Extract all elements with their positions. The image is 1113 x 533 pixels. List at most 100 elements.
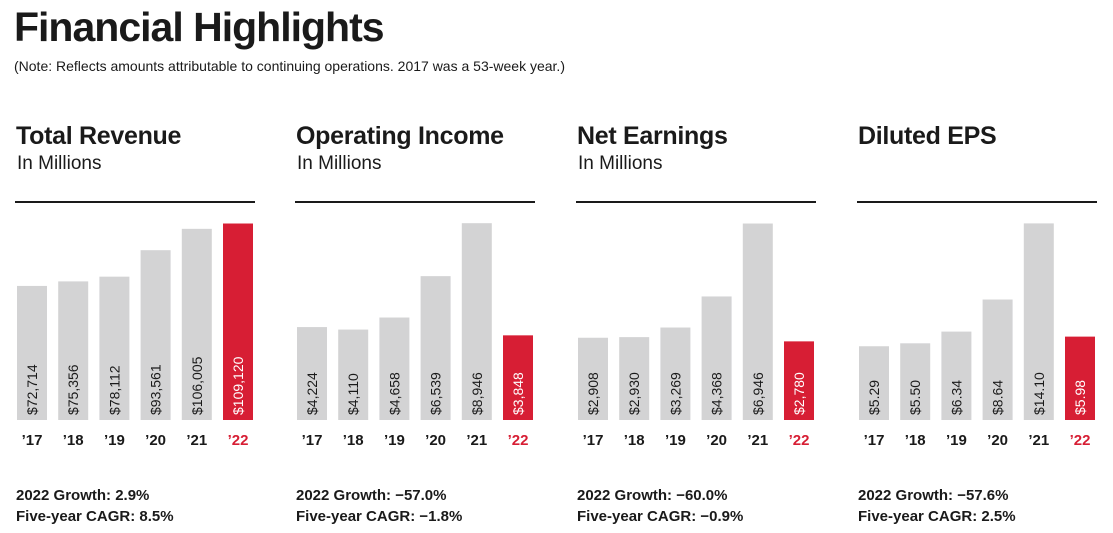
- x-tick-label: ’18: [63, 432, 84, 449]
- x-tick-label: ’21: [466, 432, 487, 449]
- chart-subtitle: In Millions: [17, 153, 102, 174]
- x-tick-label: ’17: [583, 432, 604, 449]
- x-tick-label: ’20: [706, 432, 727, 449]
- x-tick-label: ’21: [747, 432, 768, 449]
- x-tick-label: ’21: [1028, 432, 1049, 449]
- bar-value-label: $106,005: [189, 356, 205, 415]
- bar-3: [982, 299, 1013, 420]
- bar-value-label: $8,946: [469, 372, 485, 415]
- bar-value-label: $4,658: [386, 372, 402, 415]
- page-note: (Note: Reflects amounts attributable to …: [14, 58, 565, 74]
- bar-value-label: $6,946: [750, 372, 766, 415]
- chart-title: Diluted EPS: [858, 122, 997, 150]
- bar-1: [619, 337, 650, 420]
- chart-footer: 2022 Growth: 2.9% Five-year CAGR: 8.5%: [16, 485, 174, 527]
- page-title: Financial Highlights: [14, 4, 385, 50]
- bar-value-label: $78,112: [106, 365, 122, 415]
- bar-5: [1065, 336, 1095, 420]
- x-tick-label: ’17: [302, 432, 323, 449]
- bar-2: [379, 317, 410, 420]
- bar-0: [859, 346, 889, 420]
- chart-net-earnings: $2,908 ’17 $2,930 ’18 $3,269 ’19 $4,368 ’20 $6,9…: [578, 223, 814, 449]
- bar-value-label: $75,356: [65, 364, 81, 415]
- bar-3: [140, 250, 171, 420]
- x-tick-label: ’20: [145, 432, 166, 449]
- chart-diluted-eps: $5.29 ’17 $5.50 ’18 $6.34 ’19 $8.64 ’20 $14.10 ’2…: [859, 223, 1095, 449]
- x-tick-label: ’18: [905, 432, 926, 449]
- bar-value-label: $3,848: [510, 372, 526, 415]
- cagr-text: Five-year CAGR: 2.5%: [858, 508, 1016, 525]
- chart-title: Net Earnings: [577, 122, 728, 150]
- x-tick-label: ’19: [104, 432, 125, 449]
- x-tick-label: ’17: [864, 432, 885, 449]
- x-tick-label: ’22: [228, 432, 249, 449]
- bar-4: [461, 223, 492, 420]
- chart-title: Total Revenue: [16, 122, 182, 150]
- bar-2: [99, 276, 130, 420]
- bar-3: [701, 296, 732, 420]
- bar-5: [223, 223, 253, 420]
- chart-footer: 2022 Growth: −57.0% Five-year CAGR: −1.8…: [296, 485, 462, 527]
- growth-text: 2022 Growth: −57.6%: [858, 487, 1009, 504]
- chart-footer: 2022 Growth: −57.6% Five-year CAGR: 2.5%: [858, 485, 1016, 527]
- bar-5: [784, 341, 814, 420]
- x-tick-label: ’19: [384, 432, 405, 449]
- growth-text: 2022 Growth: −60.0%: [577, 487, 728, 504]
- bar-2: [660, 327, 691, 420]
- bar-value-label: $6.34: [948, 380, 964, 415]
- bar-value-label: $4,368: [709, 372, 725, 415]
- bar-value-label: $14.10: [1031, 372, 1047, 415]
- bar-value-label: $4,110: [345, 373, 361, 415]
- bar-value-label: $6,539: [428, 372, 444, 415]
- panel-total-revenue: Total Revenue In Millions $72,714 ’17 $75,…: [14, 122, 256, 527]
- bar-3: [420, 276, 451, 420]
- bar-value-label: $5.50: [907, 380, 923, 415]
- x-tick-label: ’22: [1070, 432, 1091, 449]
- bar-value-label: $2,930: [626, 372, 642, 415]
- bar-4: [181, 228, 212, 420]
- x-tick-label: ’22: [789, 432, 810, 449]
- chart-operating-income: $4,224 ’17 $4,110 ’18 $4,658 ’19 $6,539 ’20 $8,9…: [297, 223, 533, 449]
- x-tick-label: ’18: [624, 432, 645, 449]
- chart-subtitle: In Millions: [578, 153, 663, 174]
- x-tick-label: ’20: [987, 432, 1008, 449]
- x-tick-label: ’22: [508, 432, 529, 449]
- bar-2: [941, 331, 972, 420]
- chart-total-revenue: $72,714 ’17 $75,356 ’18 $78,112 ’19 $93,561 ’20…: [17, 223, 253, 449]
- growth-text: 2022 Growth: 2.9%: [16, 487, 150, 504]
- chart-footer: 2022 Growth: −60.0% Five-year CAGR: −0.9…: [577, 485, 743, 527]
- bar-value-label: $93,561: [148, 364, 164, 415]
- bar-value-label: $2,780: [791, 372, 807, 415]
- chart-title: Operating Income: [296, 122, 504, 150]
- divider: [15, 201, 255, 203]
- bar-0: [578, 337, 608, 420]
- bar-4: [1023, 223, 1054, 420]
- x-tick-label: ’19: [665, 432, 686, 449]
- bar-value-label: $72,714: [24, 364, 40, 415]
- bar-value-label: $5.29: [866, 380, 882, 415]
- bar-1: [900, 343, 931, 420]
- cagr-text: Five-year CAGR: 8.5%: [16, 508, 174, 525]
- panel-operating-income: Operating Income In Millions $4,224’17 $4…: [294, 122, 536, 527]
- bar-1: [338, 329, 369, 420]
- bar-5: [503, 335, 533, 420]
- cagr-text: Five-year CAGR: −0.9%: [577, 508, 744, 525]
- bar-value-label: $8.64: [990, 380, 1006, 415]
- x-tick-label: ’21: [186, 432, 207, 449]
- growth-text: 2022 Growth: −57.0%: [296, 487, 447, 504]
- cagr-text: Five-year CAGR: −1.8%: [296, 508, 463, 525]
- chart-subtitle: In Millions: [297, 153, 382, 174]
- divider: [857, 201, 1097, 203]
- bar-value-label: $4,224: [304, 372, 320, 415]
- x-tick-label: ’20: [425, 432, 446, 449]
- x-tick-label: ’18: [343, 432, 364, 449]
- bar-value-label: $5.98: [1072, 380, 1088, 415]
- panel-diluted-eps: Diluted EPS $5.29 ’17 $5.50 ’18 $6.34 ’19 $8.6…: [856, 122, 1098, 527]
- bar-0: [17, 285, 47, 420]
- x-tick-label: ’19: [946, 432, 967, 449]
- x-tick-label: ’17: [22, 432, 43, 449]
- panel-net-earnings: Net Earnings In Millions $2,908 ’17 $2,930…: [575, 122, 817, 527]
- bar-value-label: $3,269: [667, 372, 683, 415]
- divider: [295, 201, 535, 203]
- bar-value-label: $109,120: [230, 356, 246, 415]
